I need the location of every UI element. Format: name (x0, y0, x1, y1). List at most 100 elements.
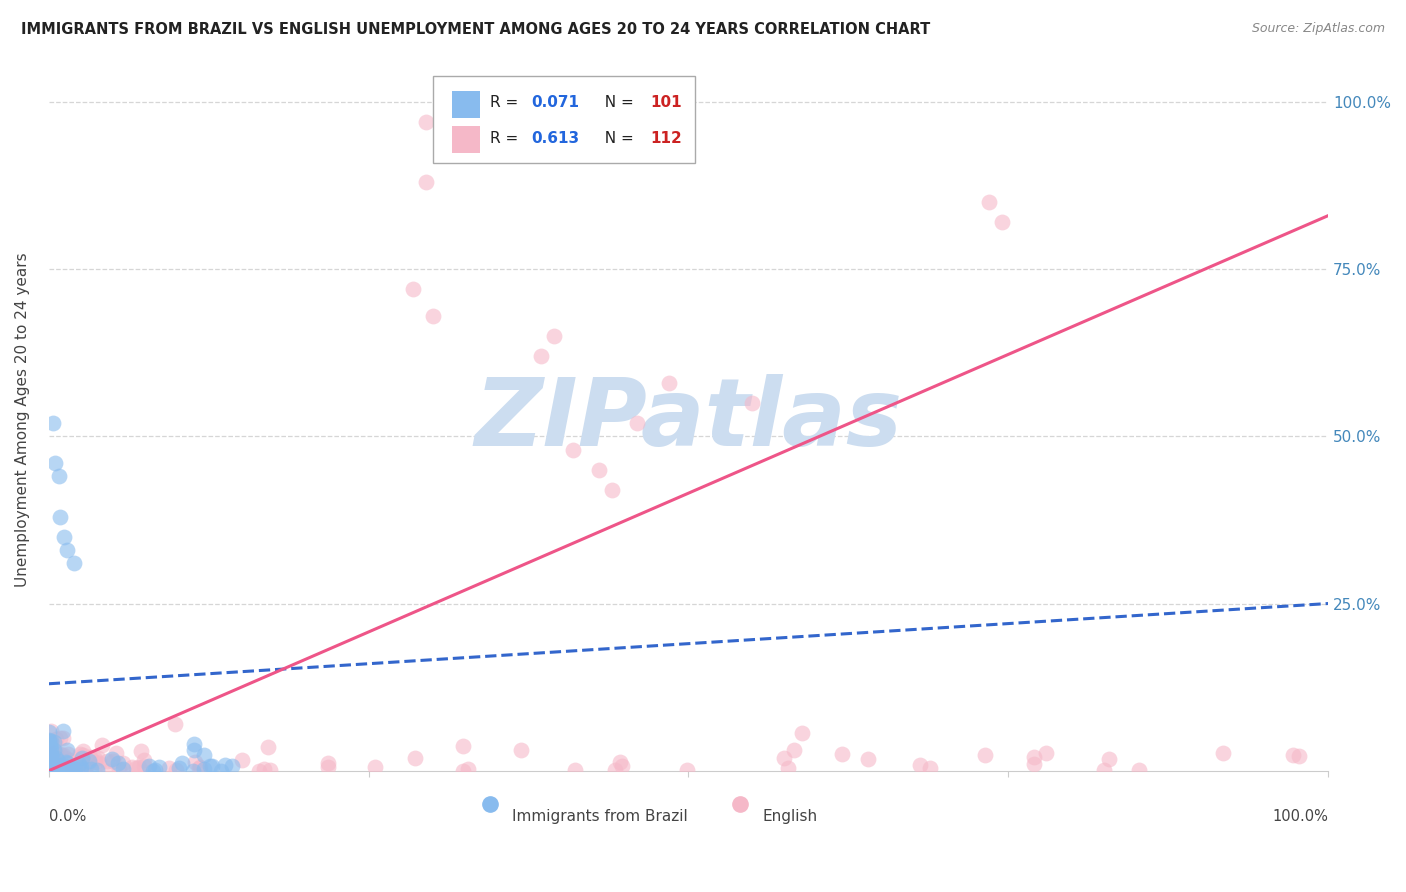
Point (72, 744, 94, 758)
Point (49, 731, 72, 746)
Point (72, 747, 94, 762)
Point (38, 761, 60, 775)
Point (39, 742, 62, 756)
Point (457, 762, 479, 776)
Point (49, 747, 72, 761)
Point (38, 734, 60, 748)
Point (138, 759, 160, 773)
Point (38, 761, 60, 775)
Point (38, 760, 60, 774)
Point (564, 764, 586, 778)
Point (188, 760, 211, 774)
Point (79, 754, 101, 768)
Point (1288, 749, 1310, 764)
Point (316, 756, 339, 770)
Point (184, 755, 207, 769)
Point (87, 756, 110, 771)
Point (38, 764, 60, 778)
Point (783, 743, 806, 757)
Point (75, 759, 97, 773)
Point (600, 483, 623, 497)
Point (39, 757, 62, 772)
Point (626, 416, 648, 430)
Point (451, 764, 474, 778)
Point (38, 763, 60, 777)
Point (778, 761, 800, 775)
Point (38, 764, 60, 778)
Point (101, 752, 124, 766)
Point (247, 764, 270, 778)
Point (41, 757, 63, 772)
Point (1212, 746, 1234, 760)
Point (56, 756, 79, 771)
Point (58, 754, 80, 768)
Text: R =: R = (491, 130, 523, 145)
Point (39, 760, 62, 774)
Text: R =: R = (491, 95, 523, 111)
Point (62, 756, 84, 770)
Point (39, 762, 62, 776)
Text: 0.071: 0.071 (531, 95, 579, 111)
Point (44, 456, 66, 470)
Point (58, 763, 80, 777)
Point (45, 745, 67, 759)
Point (1035, 746, 1057, 760)
Point (53, 530, 76, 544)
Point (59, 762, 82, 776)
Point (96, 764, 118, 778)
Point (509, 743, 531, 757)
Point (46, 754, 69, 768)
Point (856, 752, 879, 766)
Point (41, 762, 63, 776)
Point (70, 759, 93, 773)
Point (69, 759, 91, 773)
Point (90, 739, 112, 753)
Point (257, 740, 280, 755)
Point (41, 763, 63, 777)
Point (38, 746, 60, 760)
Point (128, 759, 150, 773)
Point (62, 762, 84, 776)
Point (231, 753, 253, 767)
Point (39, 763, 62, 777)
Point (402, 282, 425, 296)
Point (67, 756, 90, 771)
Point (588, 463, 610, 477)
Point (39, 723, 62, 738)
Point (41, 762, 63, 776)
Point (188, 761, 211, 775)
Point (52, 758, 75, 772)
Y-axis label: Unemployment Among Ages 20 to 24 years: Unemployment Among Ages 20 to 24 years (15, 252, 30, 587)
Point (145, 763, 167, 777)
Point (51, 760, 73, 774)
Text: 0.613: 0.613 (531, 130, 579, 145)
Point (1282, 747, 1305, 762)
Point (741, 396, 763, 410)
Point (157, 761, 180, 775)
Point (59, 764, 82, 778)
Point (53, 762, 76, 776)
Point (86, 763, 108, 777)
Point (41, 764, 63, 778)
Point (60, 761, 83, 775)
Point (1128, 763, 1150, 777)
Point (45, 760, 67, 774)
Point (84, 755, 107, 769)
Text: 101: 101 (650, 95, 682, 111)
Point (183, 738, 205, 752)
Point (165, 764, 187, 778)
Point (49, 509, 72, 524)
Point (193, 748, 215, 763)
Point (39, 760, 62, 774)
Point (39, 734, 62, 748)
Point (63, 762, 86, 776)
Point (253, 762, 276, 776)
Point (773, 751, 796, 765)
Point (69, 764, 91, 778)
Point (415, 115, 437, 129)
Point (612, 758, 634, 772)
Point (38, 739, 60, 754)
Point (562, 442, 585, 457)
Point (38, 747, 60, 762)
Point (214, 757, 236, 772)
